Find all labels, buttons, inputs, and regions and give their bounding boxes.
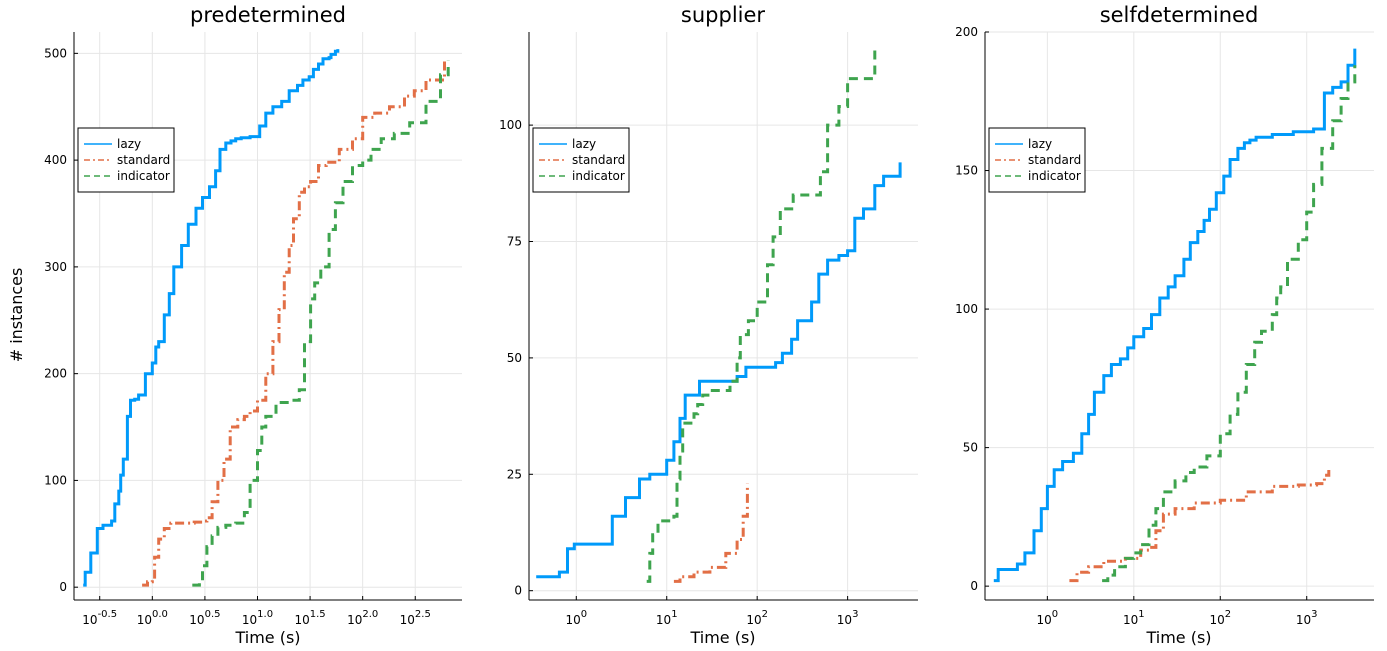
series-group — [993, 48, 1357, 583]
chart-title: selfdetermined — [1100, 3, 1259, 27]
x-tick-label: 100.0 — [137, 609, 168, 627]
axes — [984, 31, 1374, 601]
y-tick-label: 0 — [59, 580, 67, 594]
x-axis-label: Time (s) — [689, 628, 755, 647]
series-line-standard — [1069, 469, 1331, 583]
y-tick-label: 150 — [955, 164, 978, 178]
series-line-indicator — [192, 60, 450, 587]
y-tick-label: 500 — [44, 46, 67, 60]
series-line-indicator — [1102, 65, 1357, 583]
grid-lines — [529, 32, 918, 600]
grid-lines — [985, 31, 1374, 600]
axes — [528, 32, 918, 601]
series-group — [83, 49, 450, 587]
y-tick-label: 100 — [499, 118, 522, 132]
x-tick-label: 103 — [1296, 609, 1318, 627]
x-tick-label: 102.5 — [400, 609, 431, 627]
x-tick-label: 101.0 — [242, 609, 273, 627]
grid-lines — [74, 32, 462, 600]
x-tick-label: 101 — [1123, 609, 1145, 627]
tick-labels: 0 50 100 150 200 100 101 102 103 — [955, 25, 1317, 627]
series-line-standard — [142, 60, 446, 587]
series-group — [536, 46, 902, 583]
series-line-standard — [673, 483, 749, 583]
y-tick-label: 100 — [955, 302, 978, 316]
y-tick-label: 50 — [963, 441, 978, 455]
legend-label-lazy: lazy — [1028, 137, 1052, 151]
chart-title: supplier — [681, 3, 765, 27]
legend-label-standard: standard — [572, 153, 625, 167]
legend: lazy standard indicator — [988, 127, 1086, 193]
legend-label-lazy: lazy — [572, 137, 596, 151]
x-tick-label: 10-0.5 — [82, 609, 117, 627]
series-line-lazy — [536, 162, 902, 579]
x-tick-label: 101 — [656, 609, 678, 627]
legend-label-lazy: lazy — [117, 137, 141, 151]
x-axis-label: Time (s) — [1145, 628, 1211, 647]
x-tick-label: 100 — [565, 609, 587, 627]
y-tick-label: 0 — [970, 579, 978, 593]
panel-supplier: supplier Time (s) 0 25 50 75 100 100 101 102 103… — [499, 3, 918, 647]
panel-selfdetermined: selfdetermined Time (s) 0 50 100 150 200 100 1… — [955, 3, 1374, 647]
x-tick-label: 102 — [746, 609, 768, 627]
panel-predetermined: predetermined Time (s) # instances 0 100 2… — [7, 3, 462, 647]
x-tick-label: 100 — [1037, 609, 1059, 627]
legend-label-indicator: indicator — [117, 169, 170, 183]
y-tick-label: 25 — [507, 467, 522, 481]
legend-label-standard: standard — [117, 153, 170, 167]
y-tick-label: 200 — [44, 367, 67, 381]
y-tick-label: 100 — [44, 473, 67, 487]
y-tick-label: 0 — [514, 584, 522, 598]
x-tick-label: 103 — [837, 609, 859, 627]
x-tick-label: 101.5 — [294, 609, 325, 627]
series-line-lazy — [993, 48, 1357, 583]
series-line-lazy — [83, 49, 340, 587]
y-tick-label: 400 — [44, 153, 67, 167]
legend: lazy standard indicator — [77, 127, 175, 193]
legend-label-indicator: indicator — [572, 169, 625, 183]
chart-title: predetermined — [190, 3, 346, 27]
y-tick-label: 75 — [507, 235, 522, 249]
legend-label-indicator: indicator — [1028, 169, 1081, 183]
legend: lazy standard indicator — [532, 127, 630, 193]
tick-labels: 0 100 200 300 400 500 10-0.5 100.0 100.5 101.0 101… — [44, 46, 431, 627]
x-axis-label: Time (s) — [234, 628, 300, 647]
legend-label-standard: standard — [1028, 153, 1081, 167]
x-tick-label: 100.5 — [189, 609, 220, 627]
series-line-indicator — [646, 46, 877, 583]
x-tick-label: 102.0 — [347, 609, 378, 627]
axes — [73, 32, 462, 601]
tick-labels: 0 25 50 75 100 100 101 102 103 — [499, 118, 858, 627]
y-axis-label: # instances — [7, 268, 26, 363]
y-tick-label: 50 — [507, 351, 522, 365]
y-tick-label: 300 — [44, 260, 67, 274]
y-tick-label: 200 — [955, 25, 978, 39]
x-tick-label: 102 — [1209, 609, 1231, 627]
